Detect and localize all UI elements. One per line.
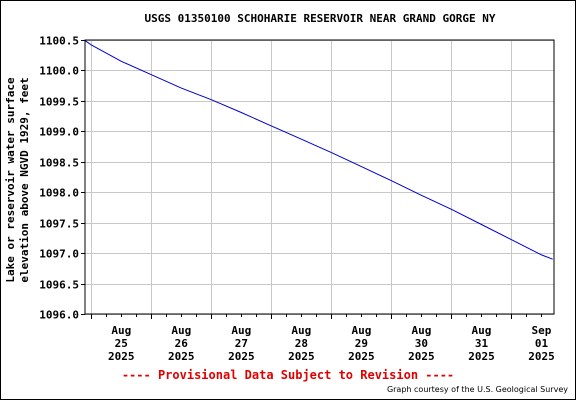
series-layer bbox=[84, 40, 553, 260]
x-tick-label-line: Aug bbox=[472, 324, 492, 337]
x-tick-label: Aug 31 2025 bbox=[468, 324, 495, 363]
x-tick-label: Sep 01 2025 bbox=[528, 324, 555, 363]
x-tick-label-line: 28 bbox=[295, 337, 308, 350]
y-tick-label: 1097.5 bbox=[39, 218, 79, 231]
x-tick-label-line: 25 bbox=[115, 337, 128, 350]
x-tick-label-line: Aug bbox=[111, 324, 131, 337]
x-tick-label-line: 2025 bbox=[528, 350, 555, 363]
x-tick-label-line: 2025 bbox=[408, 350, 435, 363]
x-tick-label: Aug 27 2025 bbox=[228, 324, 255, 363]
grid-layer bbox=[85, 40, 554, 315]
x-tick-label-line: 2025 bbox=[468, 350, 495, 363]
provisional-data-note: ---- Provisional Data Subject to Revisio… bbox=[121, 368, 455, 382]
x-tick-label-line: 29 bbox=[355, 337, 368, 350]
x-tick-label-line: Aug bbox=[291, 324, 311, 337]
y-tick-label: 1098.0 bbox=[39, 187, 79, 200]
x-tick-label: Aug 28 2025 bbox=[288, 324, 315, 363]
y-tick-label: 1099.5 bbox=[39, 96, 79, 109]
axis-layer: 1096.0 1096.5 1097.0 1097.5 1098.0 1098.5 1099… bbox=[39, 35, 554, 364]
graph-courtesy-note: Graph courtesy of the U.S. Geological Su… bbox=[386, 385, 568, 394]
x-tick-label-line: 2025 bbox=[108, 350, 135, 363]
chart-title: USGS 01350100 SCHOHARIE RESERVOIR NEAR G… bbox=[144, 12, 496, 25]
x-tick-label-line: 01 bbox=[535, 337, 549, 350]
y-tick-label: 1098.5 bbox=[39, 157, 79, 170]
series-line bbox=[84, 40, 553, 260]
y-tick-label: 1099.0 bbox=[39, 126, 79, 139]
y-tick-label: 1096.0 bbox=[39, 309, 79, 322]
x-tick-label-line: Aug bbox=[411, 324, 431, 337]
y-tick-label: 1100.5 bbox=[39, 35, 79, 48]
x-tick-label: Aug 26 2025 bbox=[168, 324, 195, 363]
x-tick-label-line: 30 bbox=[415, 337, 428, 350]
x-tick-label: Aug 30 2025 bbox=[408, 324, 435, 363]
y-tick-label: 1096.5 bbox=[39, 279, 79, 292]
x-tick-label-line: Aug bbox=[171, 324, 191, 337]
plot-border bbox=[84, 39, 555, 315]
x-tick-label-line: Sep bbox=[532, 324, 552, 337]
y-tick-label: 1097.0 bbox=[39, 248, 79, 261]
x-tick-label-line: 31 bbox=[475, 337, 489, 350]
x-tick-label-line: 2025 bbox=[288, 350, 315, 363]
x-tick-label: Aug 25 2025 bbox=[108, 324, 135, 363]
x-tick-label-line: Aug bbox=[351, 324, 371, 337]
x-tick-label-line: 2025 bbox=[168, 350, 195, 363]
x-tick-label-line: 27 bbox=[235, 337, 248, 350]
x-tick-label-line: Aug bbox=[231, 324, 251, 337]
x-tick-label-line: 2025 bbox=[228, 350, 255, 363]
x-tick-label-line: 26 bbox=[175, 337, 189, 350]
x-tick-label-line: 2025 bbox=[348, 350, 375, 363]
x-tick-label: Aug 29 2025 bbox=[348, 324, 375, 363]
y-tick-label: 1100.0 bbox=[39, 65, 79, 78]
